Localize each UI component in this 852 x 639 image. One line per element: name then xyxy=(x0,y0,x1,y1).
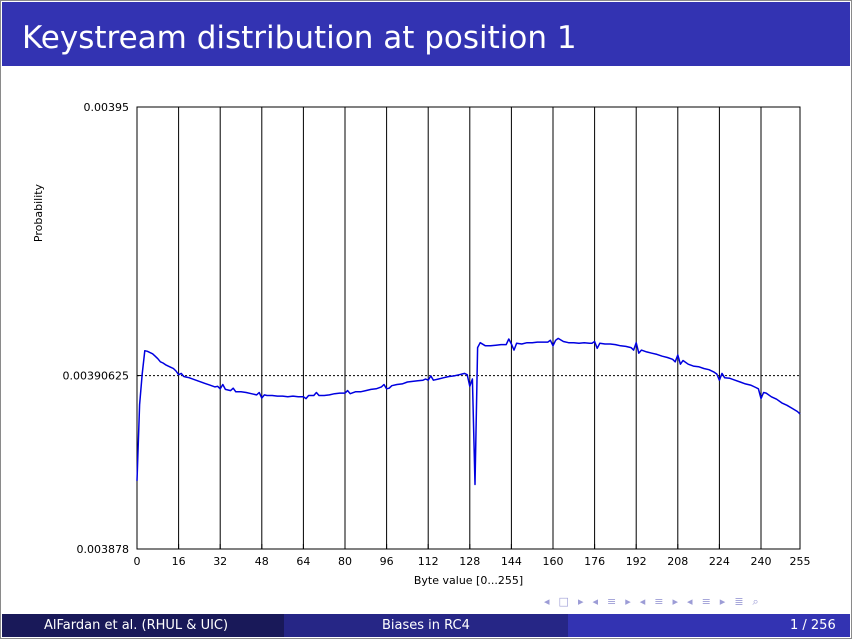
y-tick-label: 0.00395 xyxy=(84,101,130,114)
search-icon[interactable]: ⌕ xyxy=(752,595,759,608)
nav-right-icon[interactable]: ▸ xyxy=(625,595,631,608)
footer-page-box: 1 / 256 xyxy=(568,614,850,637)
y-tick-label: 0.00390625 xyxy=(63,370,129,383)
section-icon[interactable]: ≡ xyxy=(654,595,664,608)
nav-right-icon[interactable]: ▸ xyxy=(719,595,726,608)
nav-left-icon[interactable]: ◂ xyxy=(592,595,598,608)
series-line xyxy=(136,337,801,486)
footer: AlFardan et al. (RHUL & UIC) Biases in R… xyxy=(2,614,850,637)
nav-right-icon[interactable]: ▸ xyxy=(672,595,679,608)
x-tick-label: 224 xyxy=(709,555,730,568)
x-tick-label: 64 xyxy=(296,555,310,568)
x-tick-label: 128 xyxy=(459,555,480,568)
title-bar: Keystream distribution at position 1 xyxy=(2,2,850,66)
x-tick-label: 48 xyxy=(255,555,269,568)
footer-author: AlFardan et al. (RHUL & UIC) xyxy=(44,618,229,633)
footer-title-box: Biases in RC4 xyxy=(284,614,568,637)
x-tick-label: 32 xyxy=(213,555,227,568)
nav-left-icon[interactable]: ◂ xyxy=(687,595,693,608)
presentation-icon[interactable]: ≡ xyxy=(701,595,711,608)
x-axis-label: Byte value [0...255] xyxy=(414,574,523,587)
nav-right-icon[interactable]: ▸ xyxy=(577,595,584,608)
x-tick-label: 208 xyxy=(667,555,688,568)
plot-area xyxy=(137,107,800,549)
plot-border xyxy=(136,106,801,550)
nav-left-icon[interactable]: ◂ xyxy=(544,595,550,608)
footer-author-box: AlFardan et al. (RHUL & UIC) xyxy=(2,614,284,637)
footer-short-title: Biases in RC4 xyxy=(382,618,470,633)
x-tick-label: 192 xyxy=(626,555,647,568)
x-tick-label: 255 xyxy=(790,555,811,568)
y-axis-label: Probability xyxy=(32,183,45,242)
x-tick-label: 240 xyxy=(751,555,772,568)
x-tick-label: 0 xyxy=(134,555,141,568)
x-tick-label: 112 xyxy=(418,555,439,568)
nav-left-icon[interactable]: ◂ xyxy=(639,595,646,608)
x-tick-label: 80 xyxy=(338,555,352,568)
align-icon[interactable]: ≣ xyxy=(734,595,744,608)
x-tick-label: 176 xyxy=(584,555,605,568)
frame-icon[interactable]: □ xyxy=(558,595,569,608)
slide-title: Keystream distribution at position 1 xyxy=(22,20,577,56)
x-tick-label: 96 xyxy=(380,555,394,568)
subsection-icon[interactable]: ≡ xyxy=(607,595,617,608)
navigation-symbols[interactable]: ◂ □ ▸ ◂ ≡ ▸ ◂ ≡ ▸ ◂ ≡ ▸ ≣ ⌕ xyxy=(544,594,768,610)
x-tick-label: 144 xyxy=(501,555,522,568)
x-tick-label: 160 xyxy=(543,555,564,568)
x-tick-label: 16 xyxy=(172,555,186,568)
y-tick-label: 0.003878 xyxy=(77,543,130,556)
footer-page-number: 1 / 256 xyxy=(790,618,836,633)
